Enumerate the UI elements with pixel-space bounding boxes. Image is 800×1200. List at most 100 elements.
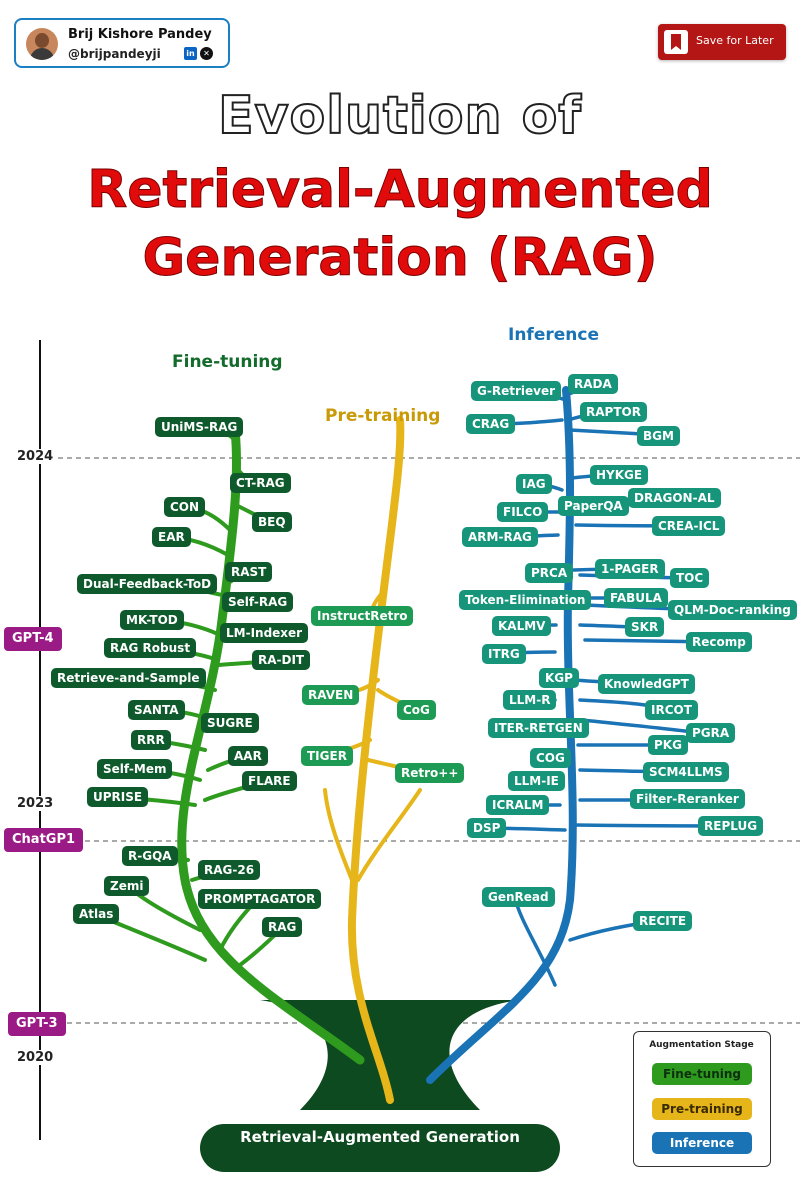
milestone-chatgpt: ChatGP1 bbox=[4, 828, 84, 852]
node-dual-feedback-tod: Dual-Feedback-ToD bbox=[77, 574, 218, 594]
save-for-later-label: Save for Later bbox=[696, 34, 774, 47]
node-llm-r: LLM-R bbox=[503, 690, 557, 710]
node-crag: CRAG bbox=[466, 414, 516, 434]
pre-training-trunk bbox=[347, 416, 405, 1104]
node-rada: RADA bbox=[568, 374, 618, 394]
node-itrg: ITRG bbox=[482, 644, 526, 664]
node-dragon-al: DRAGON-AL bbox=[628, 488, 721, 508]
node-prca: PRCA bbox=[525, 563, 574, 583]
stage-label-inference: Inference bbox=[508, 325, 599, 345]
node-instructretro: InstructRetro bbox=[311, 606, 414, 626]
fine-tuning-trunk bbox=[177, 425, 365, 1065]
milestone-gpt3: GPT-3 bbox=[8, 1012, 66, 1036]
stage-label-fine-tuning: Fine-tuning bbox=[172, 352, 283, 372]
node-replug: REPLUG bbox=[698, 816, 764, 836]
year-2024: 2024 bbox=[15, 449, 56, 464]
year-2020: 2020 bbox=[15, 1050, 56, 1065]
node-dsp: DSP bbox=[467, 818, 507, 838]
node-arm-rag: ARM-RAG bbox=[462, 527, 538, 547]
node-g-retriever: G-Retriever bbox=[471, 381, 561, 401]
node-retrieve-and-sample: Retrieve-and-Sample bbox=[51, 668, 206, 688]
node-pgra: PGRA bbox=[686, 723, 736, 743]
base-label: Retrieval-Augmented Generation bbox=[240, 1128, 520, 1146]
avatar bbox=[26, 28, 58, 60]
x-icon[interactable]: ✕ bbox=[200, 47, 213, 60]
title-line-3: Generation (RAG) bbox=[142, 228, 658, 289]
node-rag-robust: RAG Robust bbox=[104, 638, 197, 658]
node-filco: FILCO bbox=[497, 502, 549, 522]
legend-item-pre-training: Pre-training bbox=[652, 1098, 752, 1120]
node-icralm: ICRALM bbox=[486, 795, 550, 815]
node-recomp: Recomp bbox=[686, 632, 752, 652]
node-crea-icl: CREA-ICL bbox=[652, 516, 726, 536]
node-r-gqa: R-GQA bbox=[122, 846, 178, 866]
save-for-later-button[interactable]: Save for Later bbox=[658, 24, 786, 60]
node-rast: RAST bbox=[225, 562, 273, 582]
node-hykge: HYKGE bbox=[590, 465, 649, 485]
node-token-elimination: Token-Elimination bbox=[459, 590, 592, 610]
node-zemi: Zemi bbox=[104, 876, 150, 896]
legend-item-fine-tuning: Fine-tuning bbox=[652, 1063, 752, 1085]
node-qlm-doc-ranking: QLM-Doc-ranking bbox=[668, 600, 797, 620]
node-ra-dit: RA-DIT bbox=[252, 650, 311, 670]
node-ircot: IRCOT bbox=[645, 700, 698, 720]
author-handle: @brijpandeyji bbox=[68, 47, 161, 61]
stage-label-pre-training: Pre-training bbox=[325, 406, 441, 426]
legend-item-inference: Inference bbox=[652, 1132, 752, 1154]
node-iag: IAG bbox=[516, 474, 552, 494]
author-name: Brij Kishore Pandey bbox=[68, 27, 212, 42]
node-ct-rag: CT-RAG bbox=[230, 473, 291, 493]
node-1-pager: 1-PAGER bbox=[595, 559, 665, 579]
node-genread: GenRead bbox=[482, 887, 555, 907]
node-cog-inference: COG bbox=[530, 748, 571, 768]
year-2023: 2023 bbox=[15, 796, 56, 811]
node-bgm: BGM bbox=[637, 426, 680, 446]
node-tiger: TIGER bbox=[301, 746, 353, 766]
node-llm-ie: LLM-IE bbox=[508, 771, 565, 791]
bookmark-icon bbox=[664, 30, 688, 54]
node-pkg: PKG bbox=[648, 735, 688, 755]
legend-title: Augmentation Stage bbox=[649, 1040, 754, 1050]
title-line-2: Retrieval-Augmented bbox=[87, 160, 714, 221]
node-kgp: KGP bbox=[539, 668, 579, 688]
node-atlas: Atlas bbox=[73, 904, 120, 924]
node-flare: FLARE bbox=[242, 771, 297, 791]
node-knowledgpt: KnowledGPT bbox=[598, 674, 695, 694]
node-rag: RAG bbox=[262, 917, 303, 937]
node-recite: RECITE bbox=[633, 911, 693, 931]
node-promptagator: PROMPTAGATOR bbox=[198, 889, 322, 909]
title-line-1: Evolution of bbox=[217, 85, 582, 147]
pre-training-branches bbox=[321, 588, 427, 882]
node-scm4llms: SCM4LLMS bbox=[643, 762, 729, 782]
node-rag-26: RAG-26 bbox=[198, 860, 261, 880]
node-fabula: FABULA bbox=[604, 588, 668, 608]
node-ear: EAR bbox=[152, 527, 191, 547]
node-paperqa: PaperQA bbox=[558, 496, 629, 516]
linkedin-icon[interactable]: in bbox=[184, 47, 197, 60]
milestone-gpt4: GPT-4 bbox=[4, 627, 62, 651]
node-iter-retgen: ITER-RETGEN bbox=[488, 718, 589, 738]
node-santa: SANTA bbox=[128, 700, 185, 720]
node-rrr: RRR bbox=[131, 730, 171, 750]
node-skr: SKR bbox=[625, 617, 665, 637]
node-self-rag: Self-RAG bbox=[222, 592, 294, 612]
tree-trunk bbox=[260, 1000, 520, 1110]
legend: Augmentation Stage Fine-tuning Pre-train… bbox=[633, 1031, 771, 1167]
node-raptor: RAPTOR bbox=[580, 402, 647, 422]
node-kalmv: KALMV bbox=[492, 616, 552, 636]
node-uprise: UPRISE bbox=[87, 787, 149, 807]
author-badge[interactable]: Brij Kishore Pandey @brijpandeyji in ✕ bbox=[14, 18, 230, 68]
node-unims-rag: UniMS-RAG bbox=[155, 417, 244, 437]
node-self-mem: Self-Mem bbox=[97, 759, 173, 779]
node-aar: AAR bbox=[228, 746, 268, 766]
node-con: CON bbox=[164, 497, 206, 517]
node-cog-pretrain: CoG bbox=[397, 700, 436, 720]
node-toc: TOC bbox=[670, 568, 710, 588]
node-retro-plus-plus: Retro++ bbox=[395, 763, 465, 783]
node-raven: RAVEN bbox=[302, 685, 360, 705]
node-sugre: SUGRE bbox=[201, 713, 259, 733]
tree-base bbox=[200, 1124, 560, 1172]
node-beq: BEQ bbox=[252, 512, 292, 532]
